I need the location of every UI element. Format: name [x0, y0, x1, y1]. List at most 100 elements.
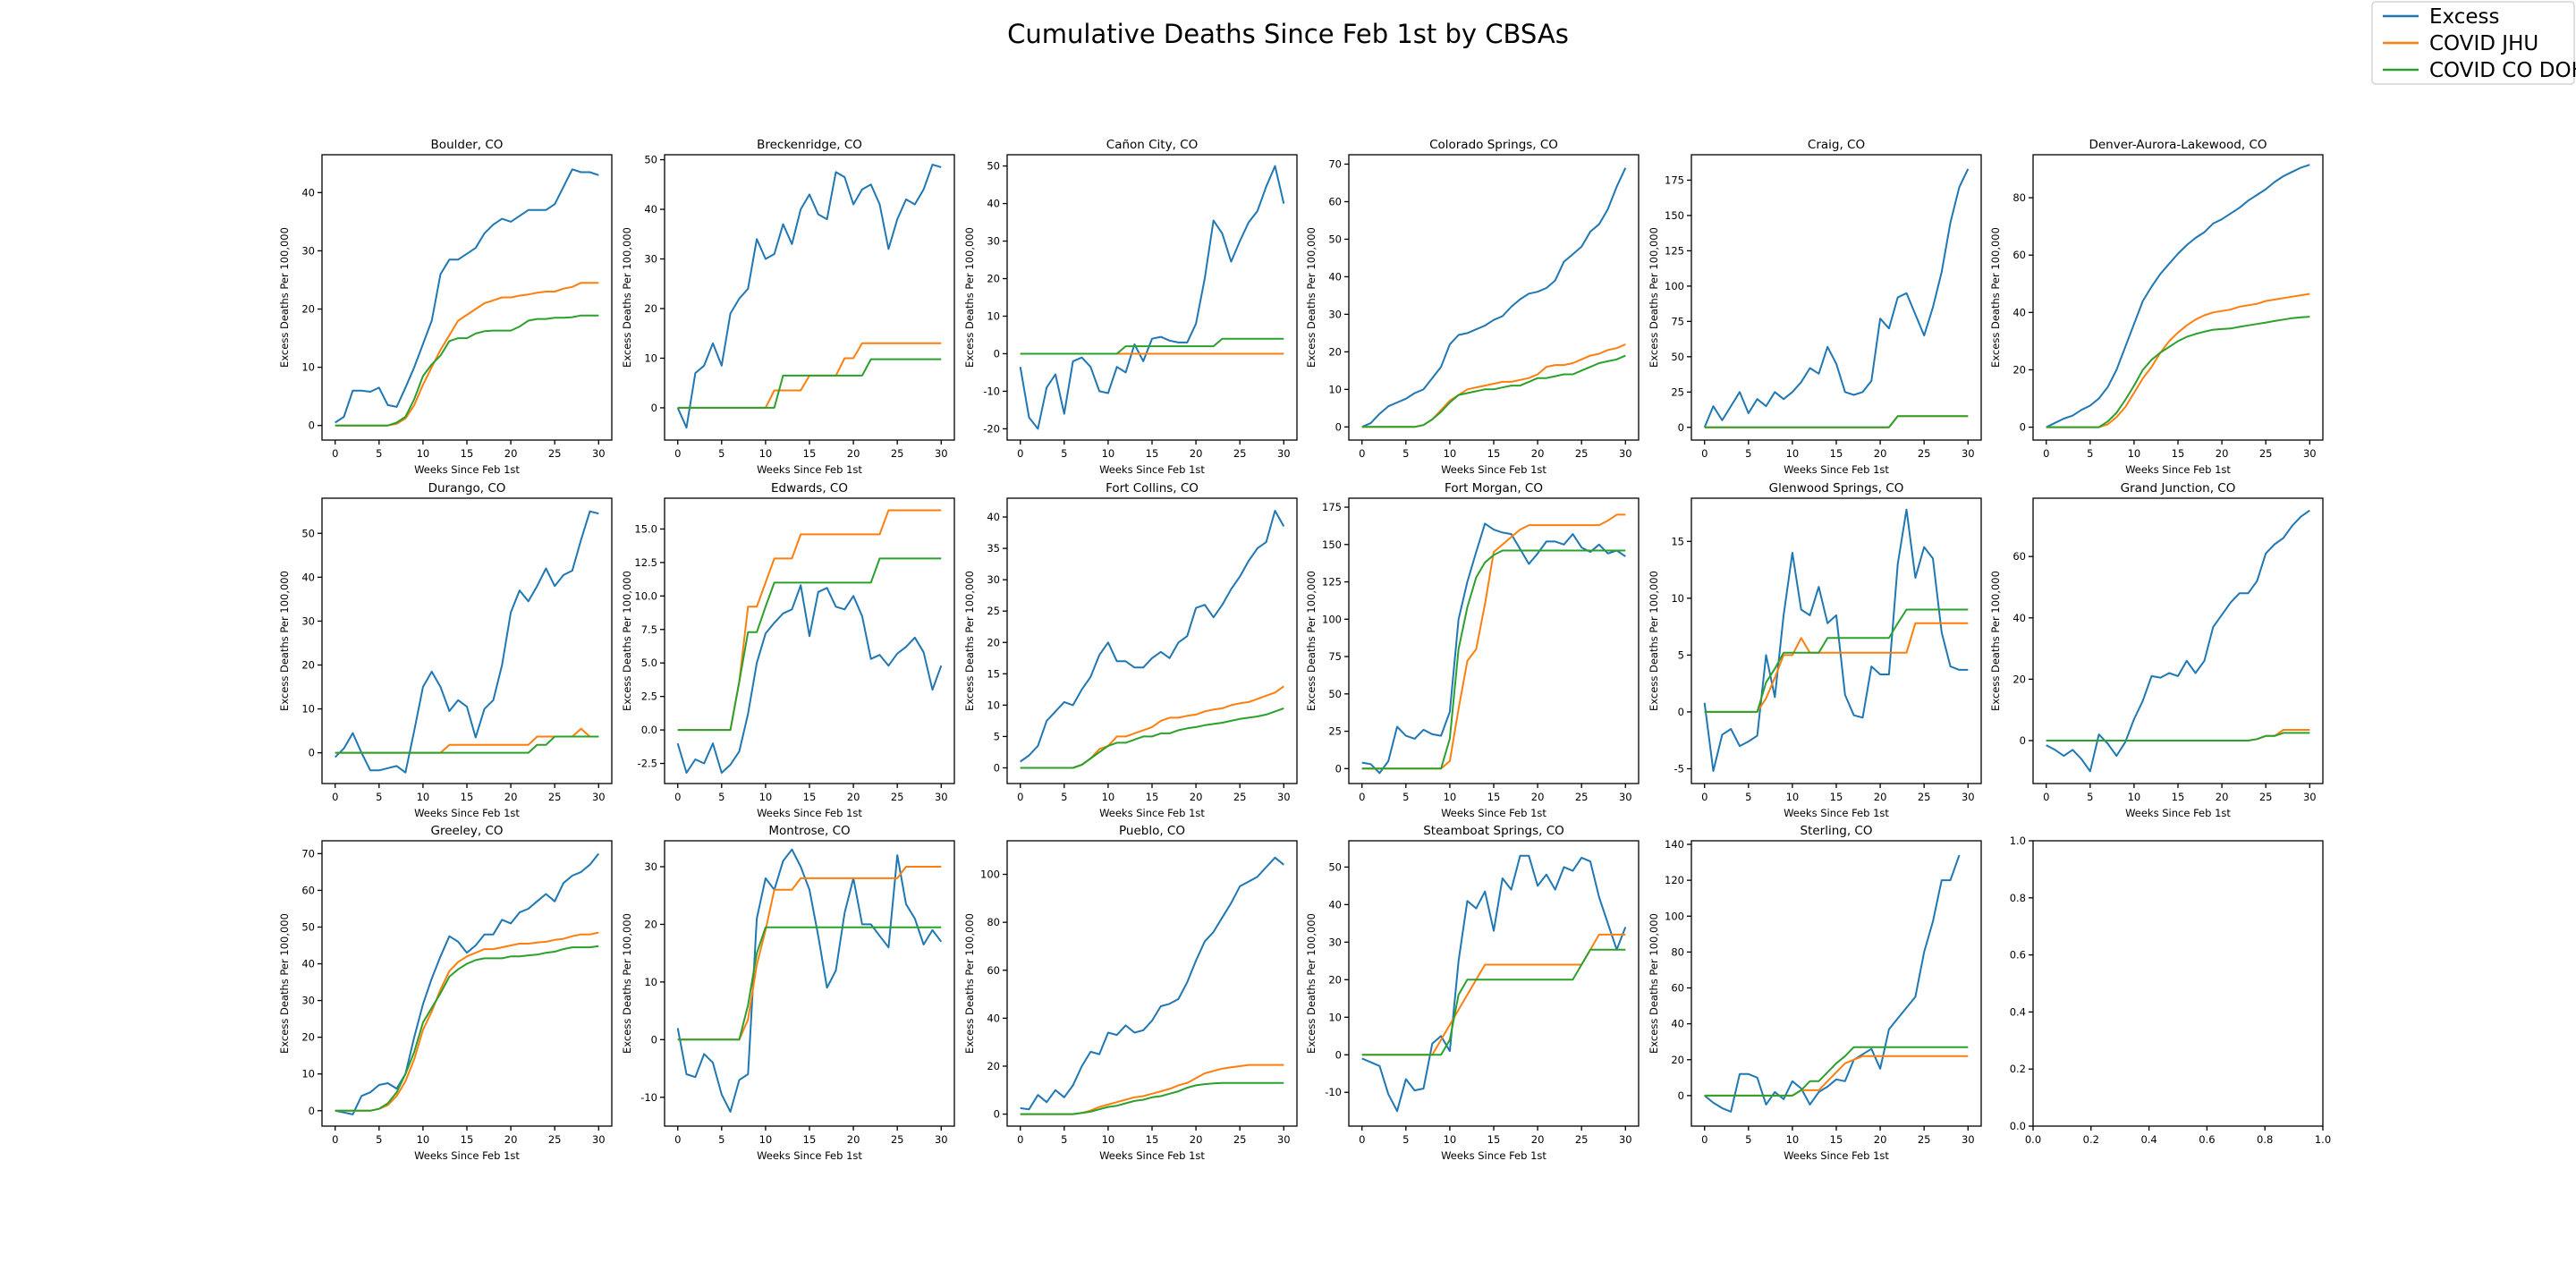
y-tick-label: -10 — [983, 385, 1000, 397]
subplot: 0 5 10 15 20 25 30 -2.5 0.0 2.5 5.0 7.5 10.0 12.5 15.0… — [621, 481, 955, 819]
y-axis-label: Excess Deaths Per 100,000 — [621, 571, 633, 711]
x-tick-label: 10 — [759, 447, 773, 460]
x-tick-label: 10 — [2128, 791, 2141, 803]
x-tick-label: 15 — [803, 1133, 817, 1146]
series-line-covid-jhu — [1020, 1063, 1284, 1115]
x-tick-label: 5 — [1745, 791, 1751, 803]
x-tick-label: 0.4 — [2140, 1133, 2157, 1146]
axes-frame — [664, 840, 955, 1127]
y-axis-label: Excess Deaths Per 100,000 — [1648, 571, 1660, 711]
y-axis-label: Excess Deaths Per 100,000 — [621, 913, 633, 1054]
x-tick-label: 0 — [1017, 791, 1023, 803]
series-line-covid-jhu — [1020, 685, 1284, 769]
axes-frame — [321, 154, 613, 441]
y-tick-label: 20 — [987, 636, 1000, 648]
legend-frame — [2371, 1, 2575, 85]
y-tick-label: 80 — [1671, 945, 1684, 958]
y-tick-label: 0 — [994, 1108, 1000, 1121]
x-tick-label: 0 — [1359, 791, 1365, 803]
series-line-covid-co-doh — [1361, 948, 1626, 1056]
y-tick-label: 75 — [1671, 315, 1684, 327]
subplot-grid: 0 5 10 15 20 25 30 0 10 20 30 40 Boulder, CO Weeks Si… — [278, 138, 2331, 1162]
subplot-title: Grand Junction, CO — [2121, 481, 2236, 496]
x-tick-label: 5 — [718, 1133, 724, 1146]
subplot-title: Fort Morgan, CO — [1445, 481, 1543, 496]
subplot: 0 5 10 15 20 25 30 0 25 50 75 100 125 150 175 Craig, CO… — [1648, 138, 1982, 476]
x-tick-label: 15 — [2172, 791, 2185, 803]
x-tick-label: 0 — [674, 791, 681, 803]
x-tick-label: 10 — [1444, 447, 1457, 460]
y-tick-label: 12.5 — [634, 556, 657, 569]
y-tick-label: 40 — [1671, 1018, 1684, 1030]
y-tick-label: 125 — [1322, 576, 1342, 589]
x-axis-label: Weeks Since Feb 1st — [1441, 1149, 1546, 1162]
x-tick-label: 15 — [2172, 447, 2185, 460]
y-tick-label: 10 — [301, 1068, 315, 1080]
y-tick-label: 50 — [1328, 233, 1342, 245]
subplot: 0 5 10 15 20 25 30 0 20 40 60 80 100 120 140 Sterling, … — [1648, 824, 1982, 1162]
axes-frame — [321, 840, 613, 1127]
subplot-title: Greeley, CO — [430, 824, 503, 838]
series-line-covid-co-doh — [1704, 415, 1969, 428]
legend-label: COVID CO DOH — [2429, 59, 2576, 82]
y-axis-label: Excess Deaths Per 100,000 — [1648, 913, 1660, 1054]
series-line-covid-jhu — [335, 931, 599, 1112]
y-tick-label: 20 — [644, 302, 657, 315]
x-axis-label: Weeks Since Feb 1st — [414, 807, 520, 819]
x-tick-label: 15 — [461, 791, 474, 803]
y-tick-label: 0 — [1335, 420, 1342, 433]
legend-label: COVID JHU — [2429, 32, 2538, 55]
x-tick-label: 0.2 — [2083, 1133, 2099, 1146]
axes-frame — [321, 497, 613, 784]
x-tick-label: 25 — [1233, 447, 1247, 460]
x-axis-label: Weeks Since Feb 1st — [1099, 463, 1205, 476]
series-line-covid-co-doh — [677, 557, 942, 732]
y-tick-label: 30 — [644, 860, 657, 873]
series-line-covid-jhu — [335, 727, 599, 754]
y-tick-label: 40 — [301, 958, 315, 970]
y-tick-label: -2.5 — [638, 758, 657, 770]
subplot-title: Colorado Springs, CO — [1429, 138, 1558, 152]
y-axis-label: Excess Deaths Per 100,000 — [963, 571, 976, 711]
y-tick-label: 30 — [301, 614, 315, 627]
x-tick-label: 30 — [1277, 447, 1291, 460]
x-tick-label: 5 — [1402, 447, 1409, 460]
subplot: 0 5 10 15 20 25 30 -10 0 10 20 30 Montrose, CO Weeks … — [621, 824, 955, 1162]
x-tick-label: 5 — [1061, 1133, 1067, 1146]
subplot: 0 5 10 15 20 25 30 0 10 20 30 40 50 60 70 Greeley, CO We… — [278, 824, 613, 1162]
series-line-excess — [676, 848, 943, 1113]
x-tick-label: 5 — [376, 1133, 382, 1146]
y-tick-label: 50 — [301, 920, 315, 933]
subplot: 0 5 10 15 20 25 30 0 5 10 15 20 25 30 35 40 Fort Collins… — [963, 481, 1298, 819]
series-line-covid-co-doh — [677, 926, 942, 1041]
axes-frame — [2032, 840, 2324, 1127]
y-tick-label: 10 — [1671, 592, 1684, 605]
x-tick-label: 20 — [1531, 447, 1545, 460]
x-axis-label: Weeks Since Feb 1st — [1441, 807, 1546, 819]
y-tick-label: 5.0 — [641, 657, 657, 669]
y-axis-label: Excess Deaths Per 100,000 — [1648, 227, 1660, 368]
x-tick-label: 30 — [2303, 791, 2317, 803]
x-axis-label: Weeks Since Feb 1st — [1441, 463, 1546, 476]
y-tick-label: 50 — [1328, 860, 1342, 873]
x-tick-label: 15 — [1830, 447, 1843, 460]
x-tick-label: 20 — [2216, 791, 2229, 803]
subplot: 0 5 10 15 20 25 30 0 10 20 30 40 50 60 70 Colorado Spri… — [1305, 138, 1640, 476]
series-line-excess — [1019, 165, 1285, 430]
x-tick-label: 0.0 — [2025, 1133, 2041, 1146]
x-tick-label: 25 — [891, 791, 904, 803]
subplot-title: Boulder, CO — [431, 138, 504, 152]
y-tick-label: 10 — [987, 699, 1000, 711]
y-tick-label: 0 — [1335, 762, 1342, 775]
y-axis-label: Excess Deaths Per 100,000 — [278, 227, 291, 368]
x-tick-label: 20 — [1874, 447, 1887, 460]
x-tick-label: 15 — [1487, 1133, 1501, 1146]
y-tick-label: 30 — [644, 253, 657, 266]
y-axis-label: Excess Deaths Per 100,000 — [1305, 913, 1318, 1054]
x-tick-label: 30 — [592, 1133, 606, 1146]
x-tick-label: 5 — [2087, 447, 2093, 460]
subplot: 0.0 0.2 0.4 0.6 0.8 1.0 0.0 0.2 0.4 0.6 0.8 1.0 — [2010, 835, 2331, 1146]
y-tick-label: 140 — [1665, 838, 1684, 851]
axes-frame — [1690, 154, 1982, 441]
